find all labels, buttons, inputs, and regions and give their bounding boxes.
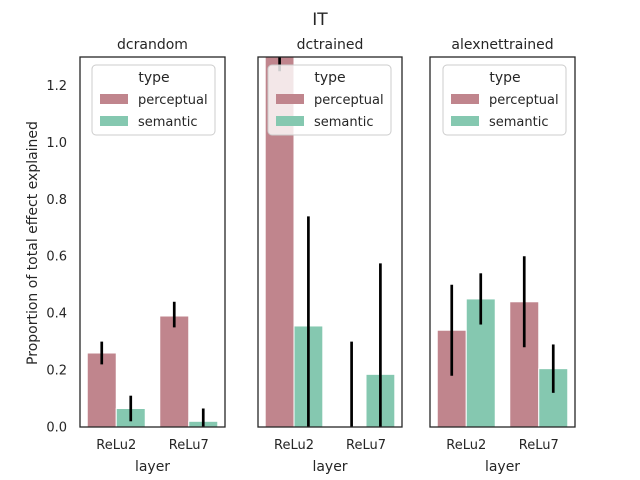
x-axis-label: layer: [485, 459, 520, 475]
legend: type perceptual semantic: [91, 64, 216, 136]
bar-perceptual-ReLu7: [159, 315, 190, 427]
panel-plot-area: [86, 301, 219, 427]
panel-frame: [429, 56, 576, 428]
panel-plot-area: [436, 256, 569, 427]
chart-suptitle: IT: [312, 10, 328, 30]
legend-swatch-perceptual: [100, 94, 128, 104]
panel-alexnettrained: ReLu2 ReLu7 alexnettrained layer type percept…: [429, 37, 576, 475]
panel-title: dcrandom: [117, 37, 188, 53]
panel-title: dctrained: [297, 37, 364, 53]
x-tick-label: ReLu2: [96, 438, 136, 453]
x-axis-label: layer: [312, 459, 347, 475]
legend-label-perceptual: perceptual: [314, 93, 384, 108]
panel-frame: [257, 56, 403, 428]
x-tick-label: ReLu7: [169, 438, 209, 453]
legend: type perceptual semantic: [442, 64, 567, 136]
x-tick-label: ReLu7: [346, 438, 386, 453]
legend-title: type: [138, 70, 169, 86]
x-tick-label: ReLu7: [519, 438, 559, 453]
x-tick-label: ReLu2: [446, 438, 486, 453]
panel-dcrandom: ReLu2 ReLu7 dcrandom layer 0.0 0.2 0.4 0.6 0.8 1.…: [46, 37, 226, 475]
legend-swatch-perceptual: [276, 94, 304, 104]
y-tick-label: 1.0: [46, 136, 67, 151]
legend: type perceptual semantic: [267, 64, 392, 136]
chart-panels: ReLu2 ReLu7 dcrandom layer 0.0 0.2 0.4 0.6 0.8 1.…: [46, 37, 576, 475]
y-tick-label: 0.4: [46, 307, 67, 322]
legend-label-semantic: semantic: [138, 115, 198, 130]
bar-perceptual-ReLu2: [86, 352, 117, 427]
legend-title: type: [489, 70, 520, 86]
y-axis-label: Proportion of total effect explained: [25, 121, 41, 365]
legend-title: type: [314, 70, 345, 86]
y-tick-label: 1.2: [46, 79, 67, 94]
legend-swatch-perceptual: [451, 94, 479, 104]
x-tick-label: ReLu2: [274, 438, 314, 453]
legend-swatch-semantic: [451, 116, 479, 126]
panel-title: alexnettrained: [451, 37, 553, 53]
legend-swatch-semantic: [100, 116, 128, 126]
legend-swatch-semantic: [276, 116, 304, 126]
legend-label-semantic: semantic: [489, 115, 549, 130]
x-axis-label: layer: [135, 459, 170, 475]
panel-dctrained: ReLu2 ReLu7 dctrained layer type perceptual se…: [257, 37, 403, 475]
panel-frame: [79, 56, 226, 428]
legend-label-semantic: semantic: [314, 115, 374, 130]
y-tick-label: 0.0: [46, 421, 67, 436]
legend-label-perceptual: perceptual: [138, 93, 208, 108]
y-tick-label: 0.8: [46, 193, 67, 208]
legend-label-perceptual: perceptual: [489, 93, 559, 108]
y-tick-label: 0.6: [46, 250, 67, 265]
y-tick-label: 0.2: [46, 364, 67, 379]
